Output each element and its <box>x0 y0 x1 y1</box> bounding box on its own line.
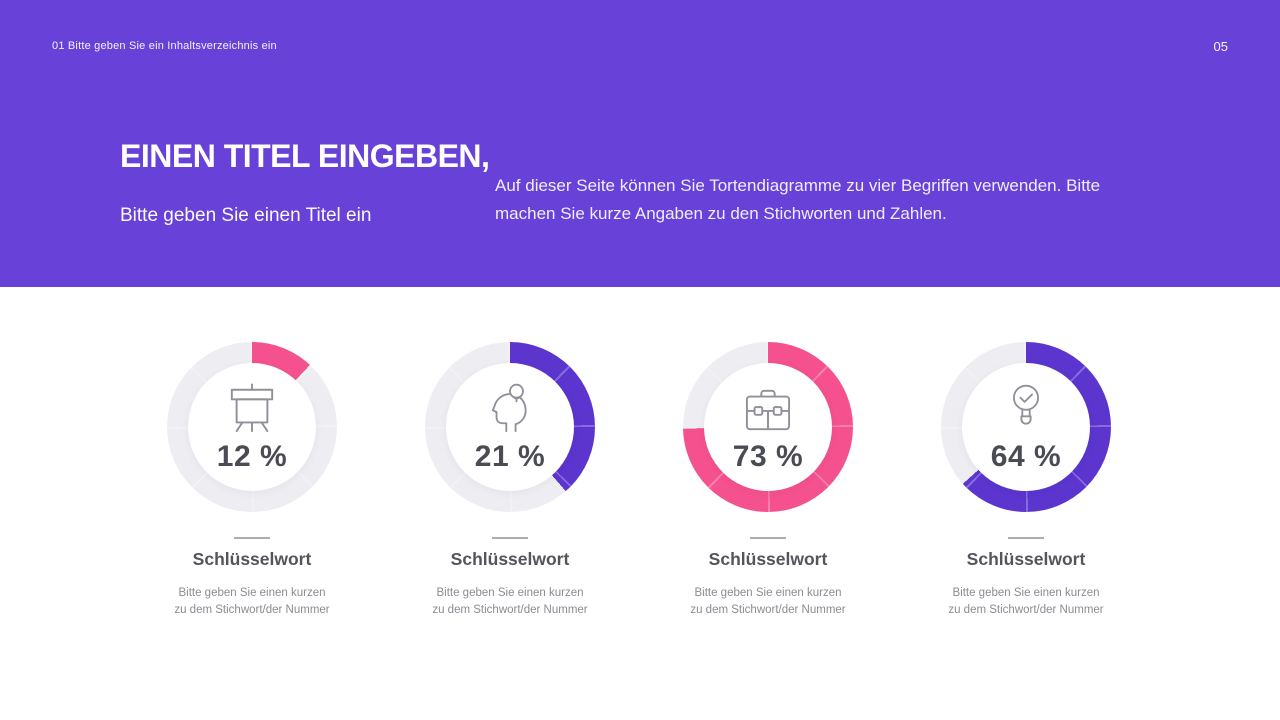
page-subtitle: Bitte geben Sie einen Titel ein <box>120 205 372 226</box>
presentation-screen-icon <box>225 381 279 433</box>
chart-card-3: 73 % Schlüsselwort Bitte geben Sie einen… <box>639 342 897 618</box>
divider <box>234 537 270 539</box>
description-line-2: zu dem Stichwort/der Nummer <box>948 603 1104 616</box>
donut-charts-row: 12 % Schlüsselwort Bitte geben Sie einen… <box>123 342 1155 618</box>
description-line-2: zu dem Stichwort/der Nummer <box>432 603 588 616</box>
percent-value: 21 % <box>474 439 546 473</box>
keyword-label: Schlüsselwort <box>450 549 570 569</box>
divider <box>750 537 786 539</box>
donut-chart-4: 64 % <box>941 342 1111 512</box>
divider <box>1008 537 1044 539</box>
divider <box>492 537 528 539</box>
head-idea-icon <box>485 381 535 433</box>
percent-value: 12 % <box>216 439 288 473</box>
chart-card-1: 12 % Schlüsselwort Bitte geben Sie einen… <box>123 342 381 618</box>
donut-content: 12 % <box>167 342 337 512</box>
donut-hole <box>446 363 574 491</box>
keyword-description: Bitte geben Sie einen kurzen zu dem Stic… <box>174 585 329 618</box>
briefcase-icon <box>741 381 795 433</box>
description-line-2: zu dem Stichwort/der Nummer <box>174 603 330 616</box>
donut-content: 64 % <box>941 342 1111 512</box>
keyword-description: Bitte geben Sie einen kurzen zu dem Stic… <box>690 585 845 618</box>
page-number: 05 <box>1213 39 1228 54</box>
page-title: EINEN TITEL EINGEBEN, <box>120 138 490 174</box>
donut-chart-1: 12 % <box>167 342 337 512</box>
keyword-description: Bitte geben Sie einen kurzen zu dem Stic… <box>948 585 1103 618</box>
percent-value: 73 % <box>732 439 804 473</box>
description-line-1: Bitte geben Sie einen kurzen <box>178 587 326 599</box>
description-line-1: Bitte geben Sie einen kurzen <box>952 587 1100 599</box>
percent-value: 64 % <box>990 439 1062 473</box>
keyword-label: Schlüsselwort <box>192 549 312 569</box>
description-line-2: zu dem Stichwort/der Nummer <box>690 603 846 616</box>
lead-paragraph: Auf dieser Seite können Sie Tortendiagra… <box>495 176 1101 224</box>
donut-content: 73 % <box>683 342 853 512</box>
donut-chart-3: 73 % <box>683 342 853 512</box>
description-line-1: Bitte geben Sie einen kurzen <box>436 587 584 599</box>
chart-card-4: 64 % Schlüsselwort Bitte geben Sie einen… <box>897 342 1155 618</box>
keyword-description: Bitte geben Sie einen kurzen zu dem Stic… <box>432 585 587 618</box>
lightbulb-check-icon <box>1003 381 1049 433</box>
header-band: 01 Bitte geben Sie ein Inhaltsverzeichni… <box>0 0 1280 287</box>
description-line-1: Bitte geben Sie einen kurzen <box>694 587 842 599</box>
donut-chart-2: 21 % <box>425 342 595 512</box>
keyword-label: Schlüsselwort <box>708 549 828 569</box>
breadcrumb: 01 Bitte geben Sie ein Inhaltsverzeichni… <box>52 40 277 52</box>
keyword-label: Schlüsselwort <box>966 549 1086 569</box>
donut-content: 21 % <box>425 342 595 512</box>
chart-card-2: 21 % Schlüsselwort Bitte geben Sie einen… <box>381 342 639 618</box>
